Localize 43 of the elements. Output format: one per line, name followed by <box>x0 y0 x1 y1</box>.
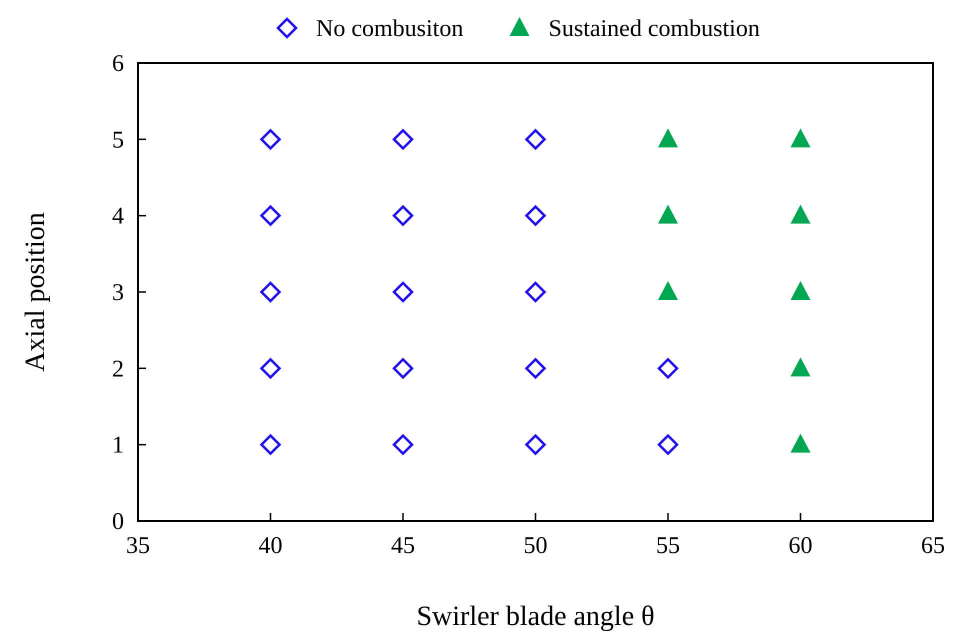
point <box>790 434 810 453</box>
x-tick-label: 40 <box>258 533 282 559</box>
point <box>392 282 414 302</box>
y-axis-title: Axial position <box>20 212 51 372</box>
point <box>525 205 546 226</box>
point <box>790 204 810 224</box>
point <box>260 358 281 379</box>
x-tick-label: 35 <box>126 533 150 559</box>
point <box>392 205 414 226</box>
y-tick-label: 0 <box>112 509 124 535</box>
point <box>658 204 678 224</box>
point <box>392 358 414 379</box>
point <box>658 128 678 148</box>
legend-label: No combusiton <box>316 16 464 42</box>
point <box>260 434 281 455</box>
point <box>260 129 281 150</box>
y-tick-label: 4 <box>112 204 124 230</box>
x-tick-label: 50 <box>524 533 548 559</box>
point <box>658 358 678 379</box>
point <box>392 129 414 150</box>
point <box>790 128 810 148</box>
point <box>525 282 546 302</box>
legend-label: Sustained combustion <box>548 16 760 42</box>
y-tick-label: 1 <box>112 432 124 459</box>
point <box>790 281 810 300</box>
point <box>260 282 281 302</box>
point <box>525 434 546 455</box>
point <box>658 281 678 300</box>
y-tick-label: 3 <box>112 280 124 306</box>
x-tick-label: 65 <box>921 533 945 559</box>
x-tick-label: 45 <box>391 533 415 559</box>
x-tick-label: 55 <box>656 533 680 559</box>
point <box>525 129 546 150</box>
y-tick-label: 5 <box>112 127 124 154</box>
x-axis-title: Swirler blade angle θ <box>416 601 655 632</box>
point <box>525 358 546 379</box>
point <box>260 205 281 226</box>
y-tick-label: 2 <box>112 356 124 382</box>
point <box>392 434 414 455</box>
x-tick-label: 60 <box>788 533 812 559</box>
point <box>658 434 678 455</box>
y-tick-label: 6 <box>112 51 124 77</box>
point <box>790 357 810 376</box>
